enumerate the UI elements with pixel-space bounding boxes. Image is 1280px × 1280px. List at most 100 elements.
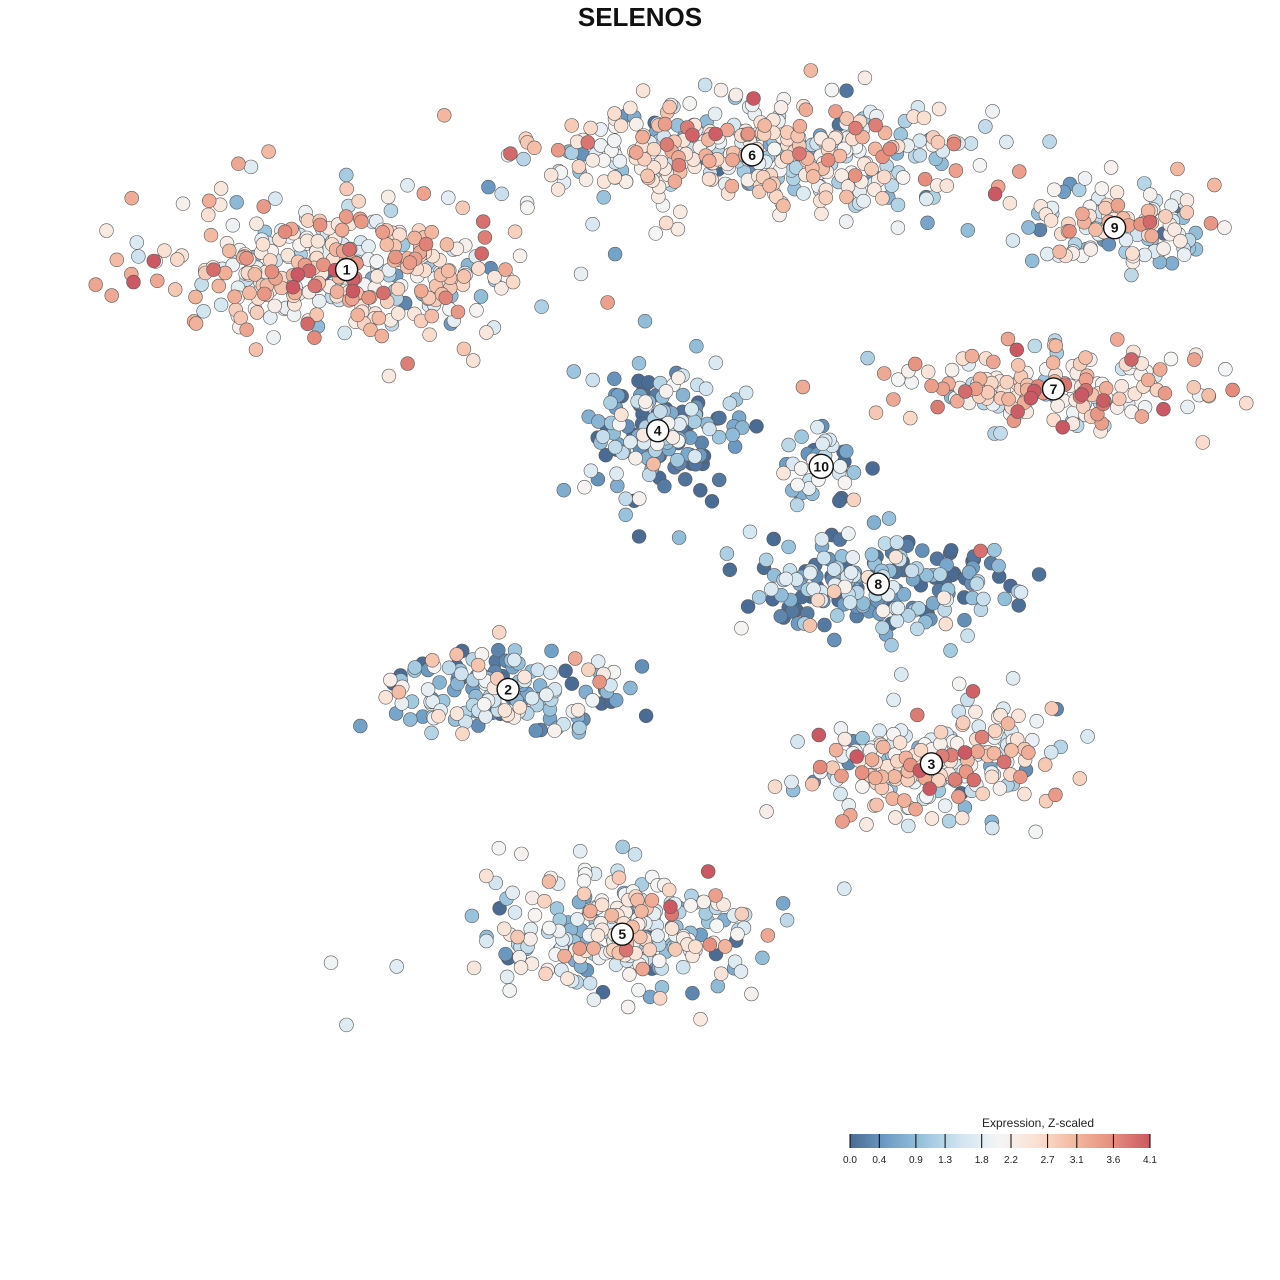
cell-point xyxy=(903,410,918,426)
cell-point xyxy=(481,179,496,195)
cell-point xyxy=(810,420,825,435)
cell-point xyxy=(414,283,429,299)
cell-point xyxy=(403,712,418,727)
cluster-label-badge xyxy=(496,677,520,702)
cell-point xyxy=(455,200,470,216)
cell-point xyxy=(749,419,764,434)
cell-point xyxy=(541,920,557,936)
cell-point xyxy=(618,491,633,506)
cell-point xyxy=(378,690,393,705)
cell-point xyxy=(1031,567,1047,582)
cell-point xyxy=(837,881,852,896)
cell-point xyxy=(1173,233,1188,249)
cell-point xyxy=(150,273,165,288)
cell-point xyxy=(919,191,934,207)
cell-point xyxy=(243,159,259,175)
cell-point xyxy=(290,267,305,282)
cell-point xyxy=(805,169,821,184)
cell-point xyxy=(876,366,892,381)
cell-point xyxy=(644,893,660,908)
cell-point xyxy=(487,270,502,285)
cell-point xyxy=(912,148,928,163)
cell-point xyxy=(875,191,890,206)
colorbar-tick-label: 4.1 xyxy=(1143,1155,1157,1166)
cell-point xyxy=(670,452,685,468)
cell-point xyxy=(837,475,853,490)
cell-point xyxy=(614,407,629,422)
cluster-labels-layer: 1 2 3 4 5 6 7 8 9 10 xyxy=(334,143,1127,946)
cell-point xyxy=(572,720,587,735)
cell-point xyxy=(99,223,114,238)
points-layer xyxy=(88,63,1254,1033)
cell-point xyxy=(334,222,350,238)
cell-point xyxy=(848,120,863,136)
cell-point xyxy=(400,178,415,193)
cell-point xyxy=(687,449,703,464)
cell-point xyxy=(693,1011,708,1027)
cell-point xyxy=(960,223,975,238)
cell-point xyxy=(855,730,870,746)
cell-point xyxy=(1083,242,1098,257)
cell-point xyxy=(833,786,848,802)
cell-point xyxy=(520,200,535,215)
cell-point xyxy=(592,674,607,690)
cluster-label-5: 5 xyxy=(610,922,634,946)
cell-point xyxy=(1013,769,1028,784)
cell-point xyxy=(239,251,254,266)
cell-point xyxy=(507,652,522,668)
cell-point xyxy=(1048,338,1064,353)
cell-point xyxy=(933,724,949,740)
cell-point xyxy=(580,135,595,150)
cell-point xyxy=(744,986,759,1002)
cell-point xyxy=(229,195,244,210)
cell-point xyxy=(339,1017,354,1033)
cell-point xyxy=(711,430,727,445)
cell-point xyxy=(796,186,811,201)
cell-point xyxy=(381,368,397,384)
cell-point xyxy=(527,907,543,923)
cell-point xyxy=(576,873,592,888)
cell-point xyxy=(890,220,906,235)
cell-point xyxy=(1048,787,1063,802)
cluster-label-1: 1 xyxy=(334,257,359,282)
cell-point xyxy=(604,907,619,923)
cell-point xyxy=(795,379,811,395)
cell-point xyxy=(175,196,191,211)
cell-point xyxy=(758,552,774,567)
cell-point xyxy=(267,298,282,314)
cell-point xyxy=(570,912,585,927)
cell-point xyxy=(738,385,754,400)
cell-point xyxy=(576,886,592,901)
cell-point xyxy=(109,252,125,267)
cell-point xyxy=(375,225,390,240)
cell-point xyxy=(622,967,637,982)
cell-point xyxy=(803,63,818,78)
cell-point xyxy=(818,190,833,205)
cell-point xyxy=(814,206,829,221)
cell-point xyxy=(671,370,686,385)
cell-point xyxy=(369,254,384,269)
cell-point xyxy=(1239,395,1254,411)
cell-point xyxy=(594,897,610,912)
cell-point xyxy=(374,328,389,344)
cell-point xyxy=(653,404,668,419)
cell-point xyxy=(864,547,880,562)
cell-point xyxy=(1072,771,1088,786)
cell-point xyxy=(543,167,559,183)
colorbar-tick-label: 1.3 xyxy=(938,1155,952,1166)
cell-point xyxy=(582,975,598,991)
cell-point xyxy=(868,770,883,786)
cell-point xyxy=(767,779,783,794)
cell-point xyxy=(469,303,484,318)
cell-point xyxy=(455,726,470,741)
cell-point xyxy=(1045,355,1061,370)
cell-point xyxy=(1001,392,1016,407)
cell-point xyxy=(702,153,717,169)
cell-point xyxy=(712,410,727,426)
cell-point xyxy=(1218,362,1233,377)
cell-point xyxy=(329,284,345,299)
cell-point xyxy=(1157,386,1173,401)
cell-point xyxy=(635,83,651,98)
cell-point xyxy=(790,734,805,749)
cell-point xyxy=(454,666,469,681)
